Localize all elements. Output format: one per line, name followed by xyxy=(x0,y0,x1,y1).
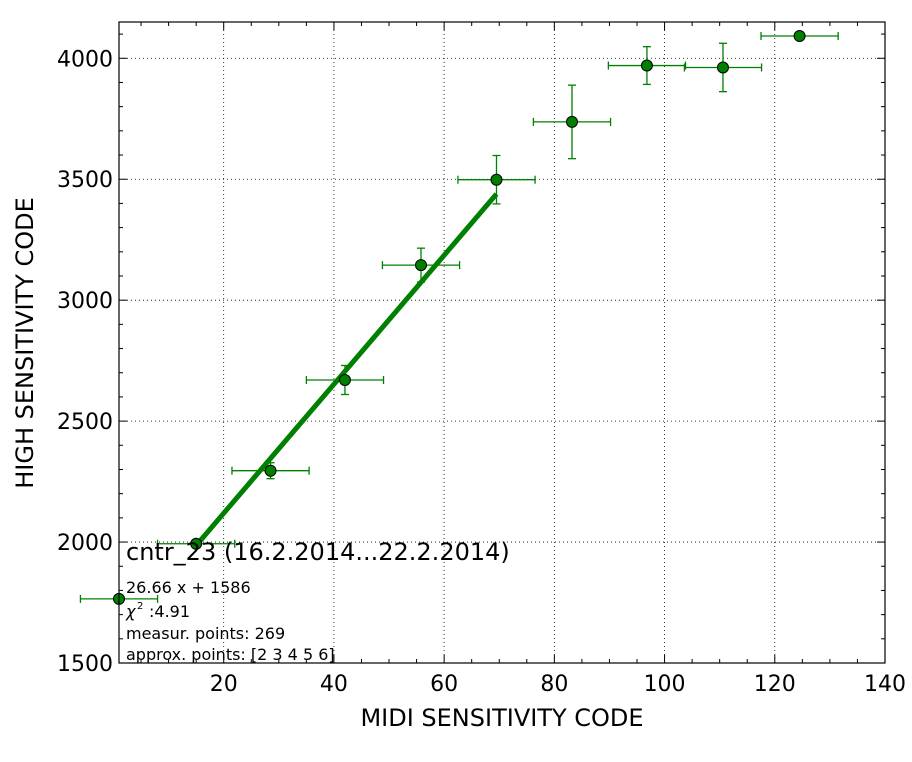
chi-symbol: χ xyxy=(125,602,136,621)
data-point xyxy=(190,537,203,550)
data-points xyxy=(113,30,806,605)
annotation-title: cntr_23 (16.2.2014...22.2.2014) xyxy=(126,538,510,566)
data-point xyxy=(490,173,503,186)
x-axis-label: MIDI SENSITIVITY CODE xyxy=(360,704,643,732)
chi2-value: :4.91 xyxy=(149,602,190,621)
x-tick-label: 20 xyxy=(210,672,238,697)
x-tick-label: 100 xyxy=(644,672,686,697)
data-point xyxy=(793,30,806,43)
data-point xyxy=(716,61,729,74)
fit-line xyxy=(194,192,499,548)
annotation-equation: 26.66 x + 1586 xyxy=(126,578,251,597)
x-tick-label: 60 xyxy=(430,672,458,697)
plot-frame xyxy=(118,21,886,664)
x-tick-label: 80 xyxy=(540,672,568,697)
error-bars xyxy=(79,32,839,603)
data-point xyxy=(264,464,277,477)
axis-ticks xyxy=(119,22,886,664)
y-tick-label: 2500 xyxy=(57,410,113,435)
annotation-chi2: χ 2 :4.91 xyxy=(125,601,190,621)
data-point xyxy=(414,259,427,272)
annotation-approx-points: approx. points: [2 3 4 5 6] xyxy=(126,645,335,664)
data-point xyxy=(338,373,351,386)
x-tick-label: 140 xyxy=(864,672,906,697)
grid xyxy=(119,22,886,664)
annotation-measur-points: measur. points: 269 xyxy=(126,624,285,643)
y-tick-label: 3500 xyxy=(57,168,113,193)
x-tick-label: 40 xyxy=(320,672,348,697)
x-tick-labels: 20 40 60 80 100 120 140 xyxy=(210,672,906,697)
data-point xyxy=(565,115,578,128)
y-axis-label: HIGH SENSITIVITY CODE xyxy=(11,197,39,489)
fit-line-group xyxy=(194,192,499,548)
data-point xyxy=(640,59,653,72)
y-tick-labels: 1500 2000 2500 3000 3500 4000 xyxy=(57,47,113,677)
y-tick-label: 4000 xyxy=(57,47,113,72)
x-tick-label: 120 xyxy=(754,672,796,697)
y-tick-label: 1500 xyxy=(57,652,113,677)
y-tick-label: 2000 xyxy=(57,531,113,556)
chi-superscript: 2 xyxy=(137,601,143,612)
y-tick-label: 3000 xyxy=(57,289,113,314)
